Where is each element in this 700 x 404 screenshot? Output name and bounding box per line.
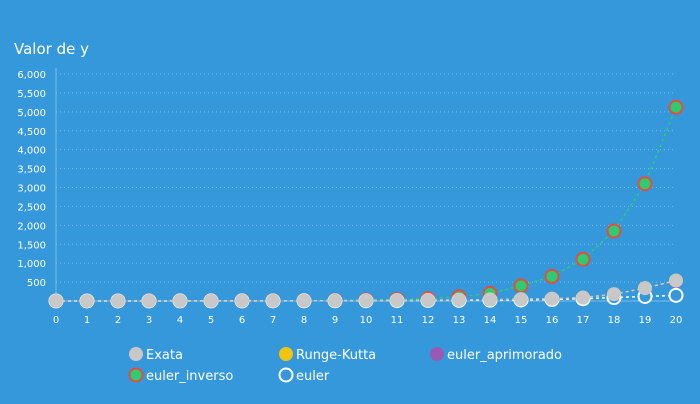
- y-tick-labels: 500 1,000 1,500 2,000 2,500 3,000 3,500 4,000 4,…: [17, 70, 46, 289]
- point-euler-inverso: [544, 268, 560, 284]
- point-exata: [142, 293, 156, 308]
- grid-lines: [56, 73, 676, 283]
- y-tick-label: 1,000: [17, 259, 46, 270]
- y-tick-label: 3,500: [17, 165, 46, 176]
- x-tick-label: 19: [639, 315, 652, 326]
- legend-item-euler-inverso[interactable]: euler_inverso: [128, 367, 234, 385]
- y-tick-label: 2,500: [17, 202, 46, 213]
- point-exata: [421, 293, 435, 308]
- point-euler-inverso: [637, 176, 653, 192]
- legend-item-euler-aprimorado[interactable]: euler_aprimorado: [430, 347, 563, 364]
- legend-item-euler[interactable]: euler: [278, 367, 330, 385]
- x-tick-labels: 0 1 2 3 4 5 6 7 8 9 10 11 12 13 14 15 16 17 18 19 20: [53, 315, 683, 326]
- legend-marker-euler-aprimorado: [430, 347, 444, 361]
- x-tick-label: 7: [270, 315, 276, 326]
- y-tick-label: 6,000: [17, 70, 46, 81]
- point-euler: [668, 287, 684, 303]
- x-tick-label: 4: [177, 315, 183, 326]
- point-exata: [266, 293, 280, 308]
- y-tick-label: 5,000: [17, 108, 46, 119]
- point-exata: [328, 293, 342, 308]
- x-tick-label: 20: [670, 315, 683, 326]
- legend-item-exata[interactable]: Exata: [129, 347, 183, 364]
- point-exata: [607, 287, 621, 302]
- point-euler-inverso: [606, 223, 622, 239]
- series-line-euler-inverso: [56, 107, 677, 302]
- point-exata: [514, 292, 528, 307]
- series-exata: [49, 273, 683, 308]
- x-tick-label: 3: [146, 315, 152, 326]
- legend-item-runge-kutta[interactable]: Runge-Kutta: [279, 347, 377, 364]
- point-exata: [669, 273, 683, 288]
- point-exata: [390, 293, 404, 308]
- x-tick-label: 2: [115, 315, 121, 326]
- x-tick-label: 5: [208, 315, 214, 326]
- x-tick-label: 13: [453, 315, 466, 326]
- x-tick-label: 17: [577, 315, 590, 326]
- point-exata: [297, 293, 311, 308]
- legend-label-euler: euler: [296, 369, 330, 384]
- y-tick-label: 500: [27, 278, 46, 289]
- legend-label-runge-kutta: Runge-Kutta: [296, 348, 376, 363]
- point-exata: [80, 293, 94, 308]
- series-euler-inverso: [48, 99, 684, 309]
- legend[interactable]: Exata Runge-Kutta euler_aprimorado euler_in…: [128, 347, 563, 385]
- point-euler-inverso: [575, 251, 591, 267]
- x-tick-label: 11: [391, 315, 404, 326]
- x-tick-label: 12: [422, 315, 435, 326]
- point-exata: [111, 293, 125, 308]
- point-exata: [49, 293, 63, 308]
- legend-marker-euler: [278, 367, 294, 383]
- point-exata: [204, 293, 218, 308]
- legend-label-euler-aprimorado: euler_aprimorado: [447, 348, 562, 363]
- point-exata: [173, 293, 187, 308]
- x-tick-label: 15: [515, 315, 528, 326]
- point-exata: [576, 290, 590, 305]
- x-tick-label: 9: [332, 315, 338, 326]
- point-euler-inverso: [668, 99, 684, 115]
- y-tick-label: 2,000: [17, 221, 46, 232]
- x-tick-label: 10: [360, 315, 373, 326]
- y-tick-label: 3,000: [17, 184, 46, 195]
- series-layer: [48, 99, 684, 309]
- point-exata: [359, 293, 373, 308]
- x-tick-label: 18: [608, 315, 621, 326]
- point-exata: [483, 292, 497, 307]
- y-tick-label: 1,500: [17, 240, 46, 251]
- legend-marker-exata: [129, 347, 143, 361]
- y-tick-label: 4,500: [17, 127, 46, 138]
- y-tick-label: 4,000: [17, 146, 46, 157]
- y-axis-title: Valor de y: [14, 40, 89, 58]
- point-exata: [545, 291, 559, 306]
- point-exata: [452, 292, 466, 307]
- legend-marker-runge-kutta: [279, 347, 293, 361]
- x-tick-label: 16: [546, 315, 559, 326]
- x-tick-label: 14: [484, 315, 497, 326]
- x-tick-label: 6: [239, 315, 245, 326]
- point-exata: [638, 281, 652, 296]
- point-exata: [235, 293, 249, 308]
- x-tick-label: 8: [301, 315, 307, 326]
- legend-label-euler-inverso: euler_inverso: [146, 369, 233, 384]
- legend-marker-euler-inverso: [128, 367, 144, 383]
- y-tick-label: 5,500: [17, 89, 46, 100]
- x-tick-label: 1: [84, 315, 90, 326]
- legend-label-exata: Exata: [146, 348, 183, 363]
- x-tick-label: 0: [53, 315, 59, 326]
- series-line-exata: [56, 279, 677, 302]
- point-euler-inverso: [513, 278, 529, 294]
